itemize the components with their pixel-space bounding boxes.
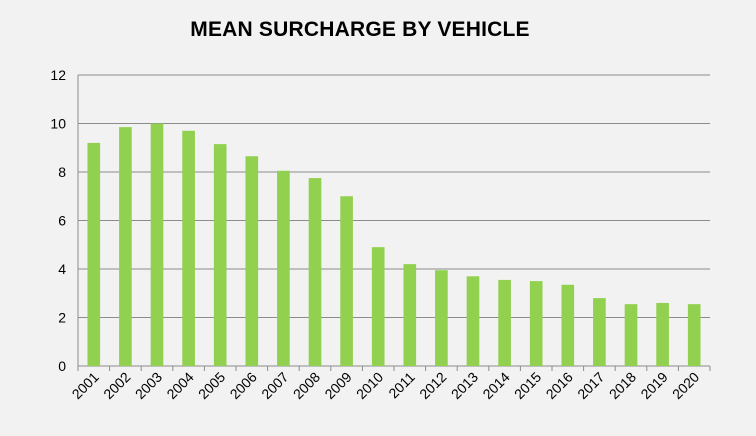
x-tick-label: 2003 [132,369,165,402]
y-tick-label: 10 [50,116,66,132]
bar [529,281,543,366]
chart-title: MEAN SURCHARGE BY VEHICLE [190,18,530,41]
bar [624,304,638,366]
bar [245,156,259,366]
bar [213,144,227,366]
y-tick-label: 8 [58,164,66,180]
bar [687,304,701,366]
x-tick-label: 2005 [195,369,228,402]
x-tick-label: 2019 [637,369,670,402]
bar [498,279,511,366]
bar [466,276,480,366]
y-tick-label: 12 [50,67,66,83]
x-tick-label: 2012 [416,369,449,402]
x-tick-label: 2018 [606,369,639,402]
bar [182,130,195,366]
bar [340,196,353,366]
y-tick-label: 2 [58,310,66,326]
x-tick-label: 2004 [163,369,196,402]
x-tick-label: 2001 [69,369,102,402]
x-tick-label: 2014 [479,369,512,402]
x-tick-label: 2009 [321,369,354,402]
bar [119,127,132,366]
bar [371,247,385,366]
y-tick-label: 4 [58,261,66,277]
y-tick-label: 0 [58,358,66,374]
bar [277,170,290,366]
x-tick-label: 2020 [669,369,702,402]
bar [150,123,164,366]
bar [87,142,101,366]
x-tick-label: 2015 [511,369,544,402]
x-tick-label: 2017 [574,369,607,402]
x-tick-label: 2011 [385,369,418,402]
bar [656,302,669,366]
x-tick-label: 2002 [100,369,133,402]
bar [561,284,575,366]
bar [435,270,448,366]
x-tick-label: 2006 [227,369,260,402]
x-tick-label: 2010 [353,369,386,402]
x-tick-label: 2016 [543,369,576,402]
x-tick-label: 2013 [448,369,481,402]
bar [308,178,322,366]
x-tick-label: 2008 [290,369,323,402]
bar [593,298,606,366]
y-tick-label: 6 [58,213,66,229]
x-tick-label: 2007 [258,369,291,402]
bar [403,264,417,366]
